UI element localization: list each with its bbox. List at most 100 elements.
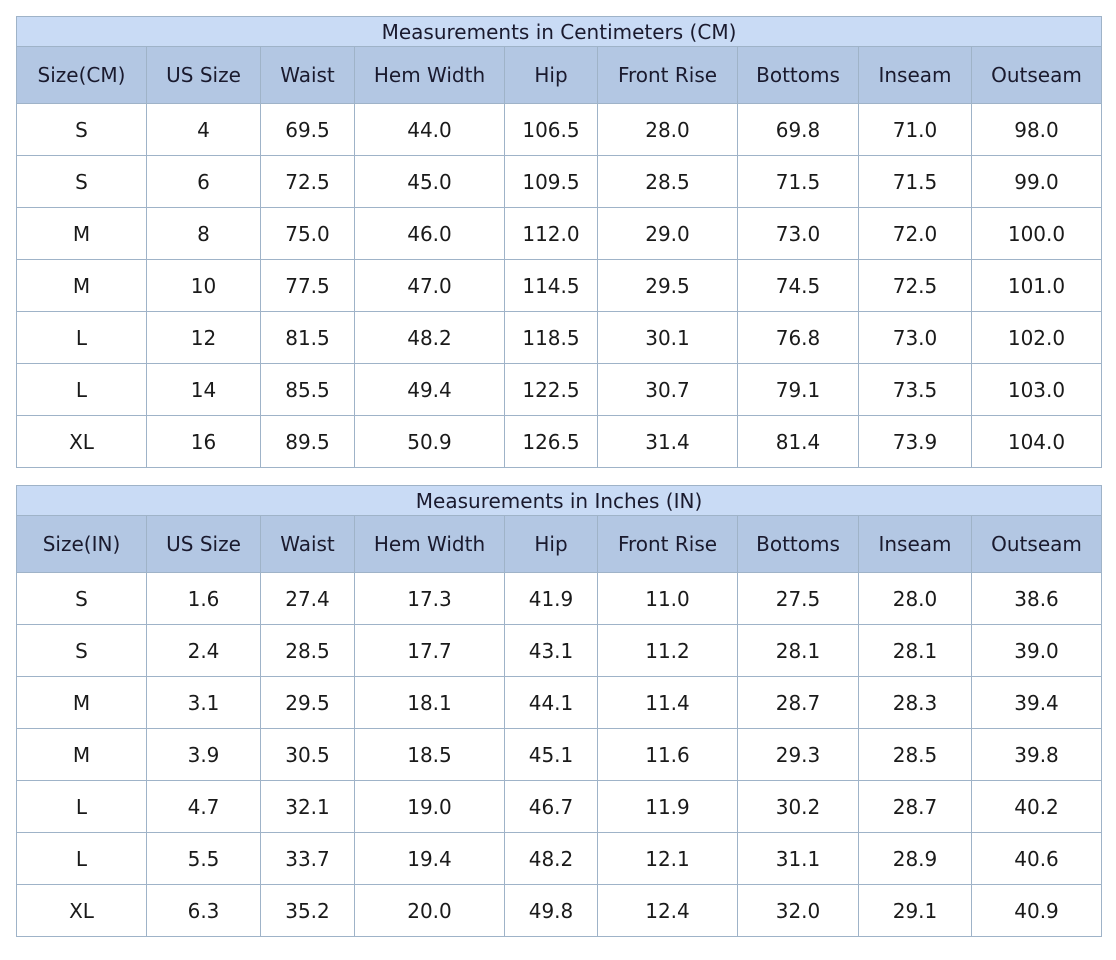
- table-cell: 19.0: [354, 780, 505, 833]
- size-table-centimeters: Measurements in Centimeters (CM) Size(CM…: [16, 16, 1102, 468]
- table-cell: 100.0: [971, 207, 1102, 260]
- table-cell: 29.3: [737, 728, 859, 781]
- table-cell: 28.5: [260, 624, 355, 677]
- table-cell: 28.1: [858, 624, 972, 677]
- table-cell: 114.5: [504, 259, 598, 312]
- table-cell: 45.1: [504, 728, 598, 781]
- table-cell: 19.4: [354, 832, 505, 885]
- table-cell: S: [16, 155, 147, 208]
- table-cell: XL: [16, 415, 147, 468]
- table-cell: 79.1: [737, 363, 859, 416]
- table-cell: 72.5: [260, 155, 355, 208]
- table-cell: 1.6: [146, 572, 261, 625]
- table-cell: L: [16, 832, 147, 885]
- table-cell: 73.5: [858, 363, 972, 416]
- table-cell: 32.1: [260, 780, 355, 833]
- column-header: Waist: [260, 515, 355, 573]
- table-cell: 27.5: [737, 572, 859, 625]
- table-cell: 29.5: [260, 676, 355, 729]
- table-cell: 72.5: [858, 259, 972, 312]
- table-cell: 27.4: [260, 572, 355, 625]
- table-cell: 118.5: [504, 311, 598, 364]
- table-cell: 74.5: [737, 259, 859, 312]
- column-header: Hip: [504, 515, 598, 573]
- table-cell: 41.9: [504, 572, 598, 625]
- table-cell: 106.5: [504, 103, 598, 156]
- column-header: Bottoms: [737, 515, 859, 573]
- table-cell: 5.5: [146, 832, 261, 885]
- table-cell: 32.0: [737, 884, 859, 937]
- table-cell: 31.1: [737, 832, 859, 885]
- column-header: US Size: [146, 46, 261, 104]
- column-header: Size(IN): [16, 515, 147, 573]
- table-row: XL 16 89.5 50.9 126.5 31.4 81.4 73.9 104.0: [16, 415, 1102, 468]
- table-title: Measurements in Inches (IN): [15, 485, 1103, 516]
- table-row: L 12 81.5 48.2 118.5 30.1 76.8 73.0 102.0: [16, 311, 1102, 364]
- table-cell: 45.0: [354, 155, 505, 208]
- table-cell: 30.1: [597, 311, 738, 364]
- table-cell: 38.6: [970, 572, 1103, 625]
- table-cell: 11.4: [597, 676, 738, 729]
- table-cell: M: [16, 728, 147, 781]
- table-cell: 14: [146, 363, 261, 416]
- column-header: Outseam: [970, 515, 1103, 573]
- column-header-row: Size(IN) US Size Waist Hem Width Hip Front Ri…: [16, 515, 1103, 573]
- table-cell: 122.5: [504, 363, 598, 416]
- table-cell: 75.0: [260, 207, 355, 260]
- table-cell: 40.2: [970, 780, 1103, 833]
- table-cell: M: [16, 676, 147, 729]
- table-cell: 71.0: [858, 103, 972, 156]
- table-cell: 3.1: [146, 676, 261, 729]
- column-header: Outseam: [971, 46, 1102, 104]
- table-row: S 2.4 28.5 17.7 43.1 11.2 28.1 28.1 39.0: [16, 624, 1103, 677]
- table-cell: 29.1: [858, 884, 972, 937]
- table-cell: S: [16, 572, 147, 625]
- table-cell: 89.5: [260, 415, 355, 468]
- column-header: Hem Width: [354, 46, 505, 104]
- table-cell: 17.3: [354, 572, 505, 625]
- column-header: Front Rise: [597, 515, 738, 573]
- table-cell: L: [16, 780, 147, 833]
- table-cell: 73.9: [858, 415, 972, 468]
- table-cell: 85.5: [260, 363, 355, 416]
- table-cell: 73.0: [737, 207, 859, 260]
- table-cell: 103.0: [971, 363, 1102, 416]
- table-cell: 69.8: [737, 103, 859, 156]
- table-cell: 44.0: [354, 103, 505, 156]
- table-cell: 18.1: [354, 676, 505, 729]
- table-cell: L: [16, 363, 147, 416]
- column-header-row: Size(CM) US Size Waist Hem Width Hip Front Ri…: [16, 46, 1102, 104]
- table-cell: 40.9: [970, 884, 1103, 937]
- table-row: XL 6.3 35.2 20.0 49.8 12.4 32.0 29.1 40.9: [16, 884, 1103, 937]
- column-header: Size(CM): [16, 46, 147, 104]
- table-cell: 39.8: [970, 728, 1103, 781]
- table-cell: 11.2: [597, 624, 738, 677]
- table-cell: 109.5: [504, 155, 598, 208]
- table-cell: 28.1: [737, 624, 859, 677]
- table-cell: 17.7: [354, 624, 505, 677]
- table-cell: 30.2: [737, 780, 859, 833]
- table-cell: 6: [146, 155, 261, 208]
- table-row: M 3.1 29.5 18.1 44.1 11.4 28.7 28.3 39.4: [16, 676, 1103, 729]
- table-cell: 71.5: [737, 155, 859, 208]
- table-cell: 11.9: [597, 780, 738, 833]
- table-cell: 28.5: [858, 728, 972, 781]
- table-cell: 8: [146, 207, 261, 260]
- table-cell: 71.5: [858, 155, 972, 208]
- table-row: M 8 75.0 46.0 112.0 29.0 73.0 72.0 100.0: [16, 207, 1102, 260]
- table-cell: 69.5: [260, 103, 355, 156]
- column-header: Bottoms: [737, 46, 859, 104]
- table-cell: 6.3: [146, 884, 261, 937]
- table-cell: 18.5: [354, 728, 505, 781]
- table-cell: 2.4: [146, 624, 261, 677]
- table-cell: 76.8: [737, 311, 859, 364]
- table-cell: 49.8: [504, 884, 598, 937]
- table-cell: 20.0: [354, 884, 505, 937]
- table-cell: 112.0: [504, 207, 598, 260]
- table-cell: 48.2: [504, 832, 598, 885]
- table-cell: 4: [146, 103, 261, 156]
- table-cell: 12: [146, 311, 261, 364]
- table-cell: 11.6: [597, 728, 738, 781]
- table-cell: 101.0: [971, 259, 1102, 312]
- table-cell: 31.4: [597, 415, 738, 468]
